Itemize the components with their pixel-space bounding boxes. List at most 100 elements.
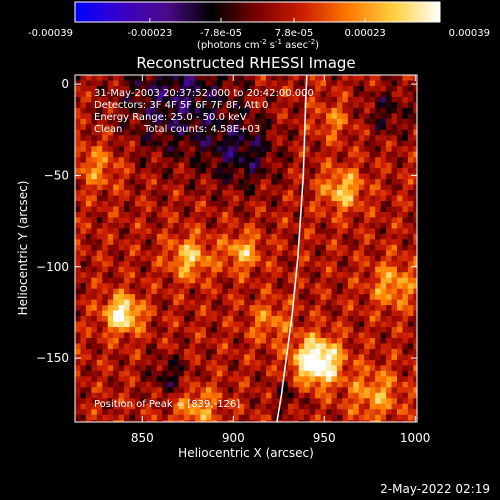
heatmap-cell (184, 370, 191, 377)
heatmap-cell (80, 414, 87, 421)
heatmap-cell (347, 129, 354, 136)
heatmap-cell (413, 91, 417, 98)
heatmap-cell (347, 113, 354, 120)
heatmap-cell (396, 376, 404, 383)
heatmap-cell (200, 299, 207, 306)
heatmap-cell (156, 140, 163, 147)
heatmap-cell (102, 173, 109, 180)
heatmap-cell (336, 135, 344, 142)
heatmap-cell (91, 118, 98, 125)
heatmap-cell (195, 255, 202, 262)
heatmap-cell (407, 321, 414, 328)
heatmap-cell (375, 113, 382, 120)
heatmap-cell (260, 91, 267, 98)
heatmap-cell (320, 321, 327, 328)
heatmap-cell (167, 359, 174, 366)
heatmap-cell (336, 228, 344, 235)
heatmap-cell (369, 409, 376, 416)
heatmap-cell (80, 420, 87, 422)
heatmap-cell (189, 239, 196, 246)
heatmap-cell (216, 96, 223, 103)
heatmap-cell (91, 201, 98, 208)
heatmap-cell (326, 173, 333, 180)
heatmap-cell (347, 195, 354, 202)
heatmap-cell (260, 409, 267, 416)
heatmap-cell (113, 288, 120, 295)
heatmap-cell (173, 354, 180, 361)
heatmap-cell (287, 365, 294, 372)
heatmap-cell (184, 283, 191, 290)
heatmap-cell (205, 288, 213, 295)
heatmap-cell (358, 201, 365, 208)
heatmap-cell (407, 211, 414, 219)
heatmap-cell (113, 233, 120, 240)
heatmap-cell (102, 266, 109, 273)
heatmap-cell (347, 135, 354, 142)
heatmap-cell (266, 321, 273, 328)
heatmap-cell (331, 162, 338, 169)
heatmap-cell (167, 365, 174, 372)
heatmap-cell (184, 398, 191, 405)
heatmap-cell (162, 135, 169, 142)
heatmap-cell (178, 359, 185, 366)
heatmap-cell (315, 211, 322, 219)
heatmap-cell (189, 354, 196, 361)
heatmap-cell (304, 305, 311, 312)
heatmap-cell (342, 195, 349, 202)
heatmap-cell (244, 168, 251, 175)
heatmap-cell (287, 195, 294, 202)
heatmap-cell (80, 157, 87, 164)
heatmap-cell (124, 332, 131, 339)
heatmap-cell (124, 184, 131, 191)
heatmap-cell (255, 179, 262, 186)
heatmap-cell (271, 217, 278, 224)
heatmap-cell (178, 80, 185, 87)
heatmap-cell (85, 288, 92, 295)
heatmap-cell (238, 283, 245, 290)
heatmap-cell (353, 250, 360, 257)
heatmap-cell (222, 233, 229, 240)
heatmap-cell (124, 91, 131, 98)
heatmap-cell (413, 206, 417, 213)
heatmap-cell (107, 299, 114, 306)
heatmap-cell (369, 398, 376, 405)
heatmap-cell (244, 354, 251, 361)
heatmap-cell (91, 80, 98, 87)
heatmap-cell (260, 294, 267, 301)
heatmap-cell (238, 414, 245, 421)
heatmap-cell (407, 288, 414, 295)
heatmap-cell (140, 387, 147, 394)
colorbar-ticks: -0.00039 -0.00023 -7.8e-05 7.8e-05 0.00023 0.… (28, 18, 490, 39)
heatmap-cell (205, 157, 213, 164)
heatmap-cell (162, 162, 169, 169)
heatmap-cell (233, 398, 240, 405)
heatmap-cell (353, 107, 360, 114)
heatmap-cell (195, 299, 202, 306)
heatmap-cell (255, 217, 262, 224)
heatmap-cell (315, 233, 322, 240)
heatmap-cell (118, 146, 125, 153)
heatmap-cell (266, 370, 273, 377)
heatmap-cell (200, 381, 207, 388)
heatmap-cell (107, 327, 114, 334)
heatmap-cell (222, 113, 229, 120)
heatmap-cell (80, 124, 87, 131)
heatmap-cell (216, 244, 223, 251)
heatmap-cell (320, 140, 327, 147)
heatmap-cell (402, 228, 409, 235)
heatmap-cell (205, 305, 213, 312)
heatmap-cell (211, 409, 218, 416)
heatmap-cell (75, 239, 82, 246)
heatmap-cell (102, 294, 109, 301)
heatmap-cell (216, 305, 223, 312)
heatmap-cell (315, 305, 322, 312)
heatmap-cell (118, 168, 125, 175)
heatmap-cell (249, 146, 256, 153)
heatmap-cell (189, 332, 196, 339)
heatmap-cell (293, 299, 300, 306)
heatmap-cell (145, 398, 153, 405)
heatmap-cell (167, 80, 174, 87)
heatmap-cell (135, 294, 142, 301)
heatmap-cell (102, 91, 109, 98)
heatmap-cell (102, 129, 109, 136)
